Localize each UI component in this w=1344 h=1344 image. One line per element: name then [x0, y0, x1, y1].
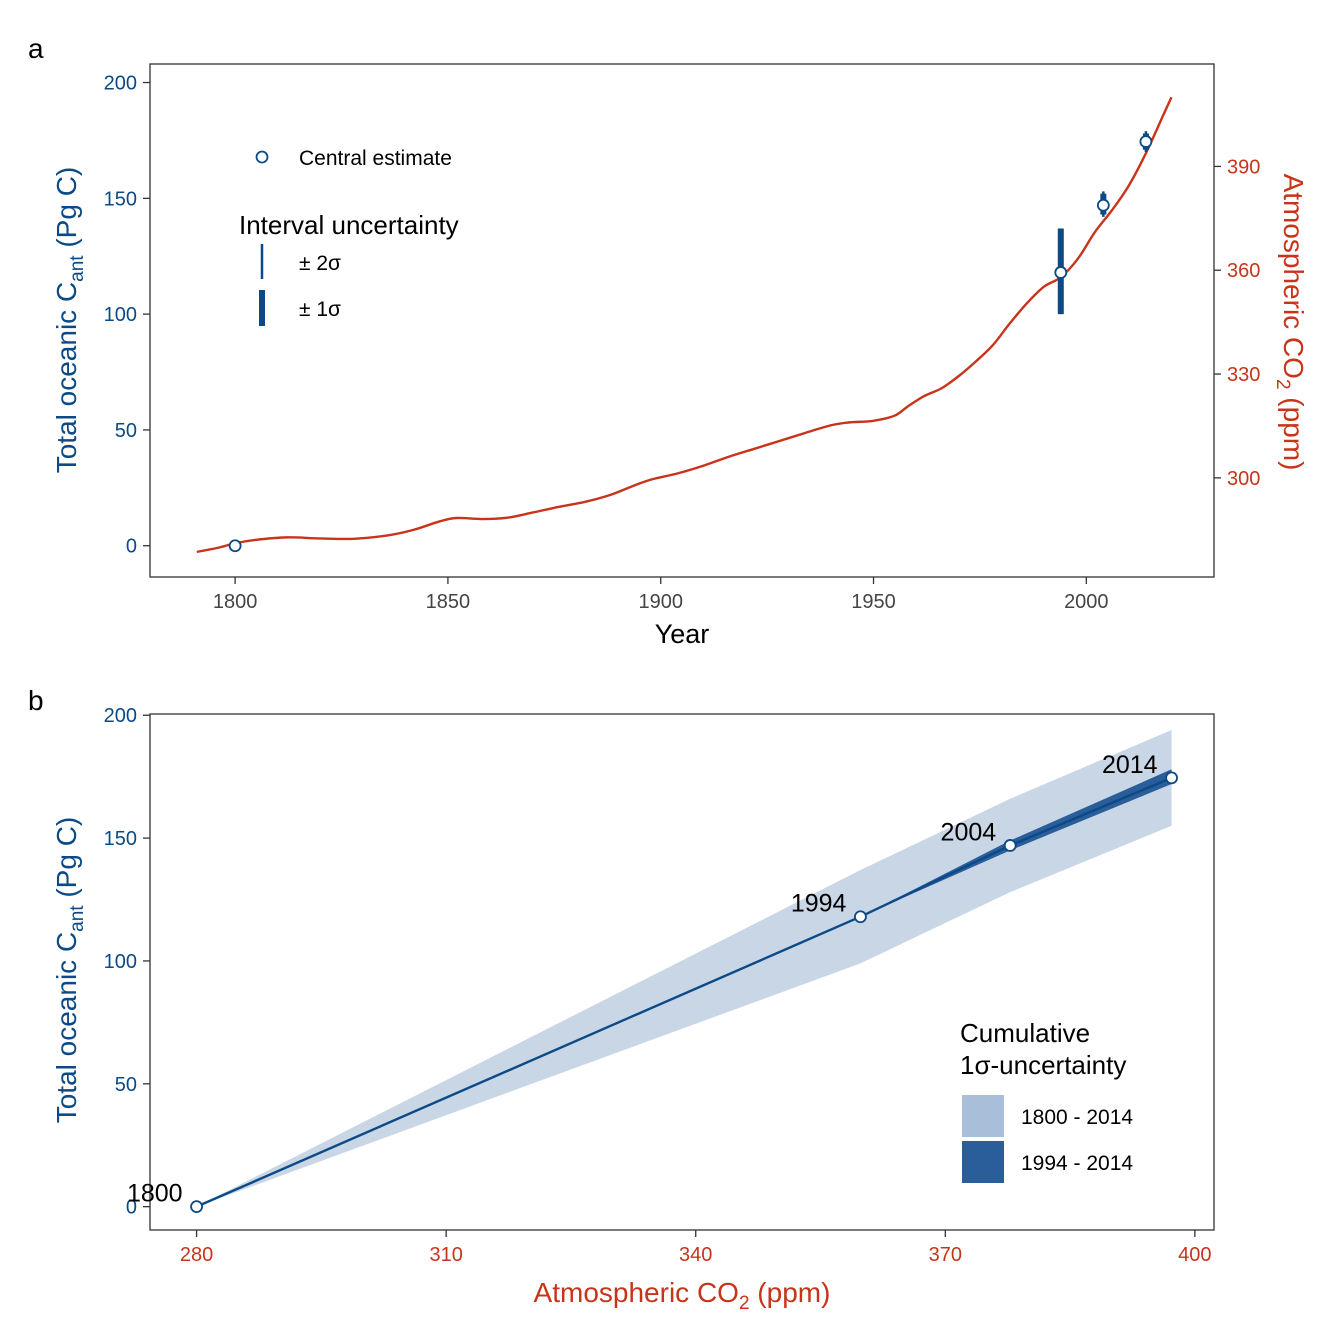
year-point-label: 2014	[1102, 751, 1158, 779]
right-y-tick-label: 330	[1227, 364, 1260, 386]
left-y-tick-label: 200	[104, 73, 137, 95]
co2-series-line	[196, 96, 1173, 554]
panel-a-x-axis-title: Year	[655, 619, 710, 649]
legend-swatch-1800-2014	[962, 1095, 1004, 1137]
y-tick-label: 0	[126, 1197, 137, 1219]
x-tick-label: 1800	[213, 591, 258, 613]
panel-a-legend: Central estimate Interval uncertainty ± …	[239, 147, 459, 326]
year-point	[1003, 839, 1017, 852]
right-y-tick-label: 360	[1227, 260, 1260, 282]
legend-label-1800-2014: 1800 - 2014	[1021, 1106, 1133, 1129]
panel-b-label: b	[28, 685, 44, 716]
x-tick-label: 2000	[1064, 591, 1109, 613]
legend-cumulative-title-line1: Cumulative	[960, 1018, 1090, 1048]
legend-swatch-1994-2014	[962, 1141, 1004, 1183]
panel-a-left-y-axis-title: Total oceanic Cant (Pg C)	[51, 167, 88, 474]
legend-central-estimate-symbol	[255, 150, 269, 164]
x-tick-label: 1900	[638, 591, 683, 613]
panel-b-x-axis-title: Atmospheric CO2 (ppm)	[534, 1277, 831, 1314]
legend-2sigma-label: ± 2σ	[299, 252, 341, 275]
right-y-tick-label: 390	[1227, 156, 1260, 178]
panel-a-axes: 1800 1850 1900 1950 2000 0 50 100 150 200 300 330 36…	[104, 73, 1261, 613]
y-tick-label: 100	[104, 951, 137, 973]
central-estimate-point	[1139, 135, 1153, 148]
legend-1sigma-label: ± 1σ	[299, 298, 341, 321]
year-point	[1165, 771, 1178, 785]
x-tick-label: 370	[929, 1244, 962, 1266]
central-estimate-point	[1054, 266, 1068, 279]
x-tick-label: 400	[1178, 1244, 1211, 1266]
y-tick-label: 200	[104, 705, 137, 727]
panel-b-points: 1800 1994 2004 2014	[127, 751, 1178, 1214]
panel-a: a 1800 1850 1900 1950 2000 0 50 100 150 200 300 330…	[28, 33, 1309, 649]
x-tick-label: 340	[679, 1244, 712, 1266]
central-estimate-point	[1096, 198, 1110, 212]
y-tick-label: 50	[115, 1074, 137, 1096]
year-point-label: 1994	[791, 890, 847, 918]
panel-a-frame	[149, 63, 1215, 578]
panel-b: b 280 310 340 370 400 0 50 100 150 200 1800 1994 20…	[28, 685, 1215, 1314]
left-y-tick-label: 100	[104, 304, 137, 326]
panel-a-right-y-axis-title: Atmospheric CO2 (ppm)	[1272, 174, 1309, 471]
legend-label-1994-2014: 1994 - 2014	[1021, 1152, 1133, 1175]
right-y-tick-label: 300	[1227, 468, 1260, 490]
year-point	[190, 1200, 203, 1214]
legend-central-estimate-label: Central estimate	[299, 147, 452, 170]
year-point-label: 2004	[941, 818, 997, 846]
ocean-carbon-vs-co2-line	[196, 776, 1173, 1208]
x-tick-label: 1950	[851, 591, 896, 613]
legend-interval-title: Interval uncertainty	[239, 210, 459, 240]
year-point-label: 1800	[127, 1180, 183, 1208]
left-y-tick-label: 150	[104, 188, 137, 210]
panel-a-label: a	[28, 33, 44, 64]
left-y-tick-label: 0	[126, 536, 137, 558]
panel-b-axes: 280 310 340 370 400 0 50 100 150 200	[104, 705, 1212, 1266]
left-y-tick-label: 50	[115, 420, 137, 442]
central-estimate-point	[228, 539, 242, 553]
y-tick-label: 150	[104, 828, 137, 850]
panel-a-estimates	[228, 131, 1153, 553]
x-tick-label: 280	[180, 1244, 213, 1266]
year-point	[854, 910, 867, 924]
uncertainty-band-1800-2014	[196, 729, 1172, 1207]
legend-cumulative-title-line2: 1σ-uncertainty	[960, 1050, 1126, 1080]
x-tick-label: 1850	[426, 591, 471, 613]
panel-b-legend: Cumulative 1σ-uncertainty 1800 - 2014 19…	[960, 1018, 1133, 1183]
x-tick-label: 310	[429, 1244, 462, 1266]
panel-b-y-axis-title: Total oceanic Cant (Pg C)	[51, 817, 88, 1124]
